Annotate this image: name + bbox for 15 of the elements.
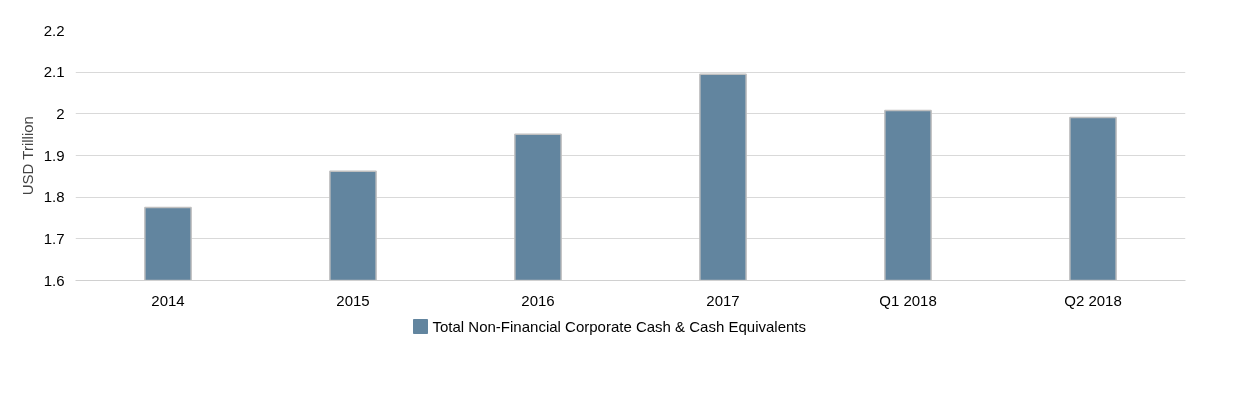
y-tick-label: 2.1 xyxy=(43,63,65,81)
x-tick-label: 2014 xyxy=(151,291,185,309)
x-tick-label: Q2 2018 xyxy=(1064,291,1122,309)
legend-label: Total Non-Financial Corporate Cash & Cash Equivalents xyxy=(432,318,807,335)
x-tick-label: 2015 xyxy=(336,291,370,309)
y-tick-label: 1.6 xyxy=(43,271,65,289)
y-tick-label: 2 xyxy=(56,104,65,122)
y-tick-label: 1.7 xyxy=(43,229,65,247)
y-tick-label: 2.2 xyxy=(43,21,65,39)
x-tick-label: 2016 xyxy=(521,291,555,309)
y-axis-title: USD Trillion xyxy=(18,116,36,196)
y-tick-label: 1.9 xyxy=(43,146,65,164)
y-tick-label: 1.8 xyxy=(43,188,65,206)
x-tick-label: 2017 xyxy=(706,291,740,309)
x-tick-label: Q1 2018 xyxy=(879,291,937,309)
